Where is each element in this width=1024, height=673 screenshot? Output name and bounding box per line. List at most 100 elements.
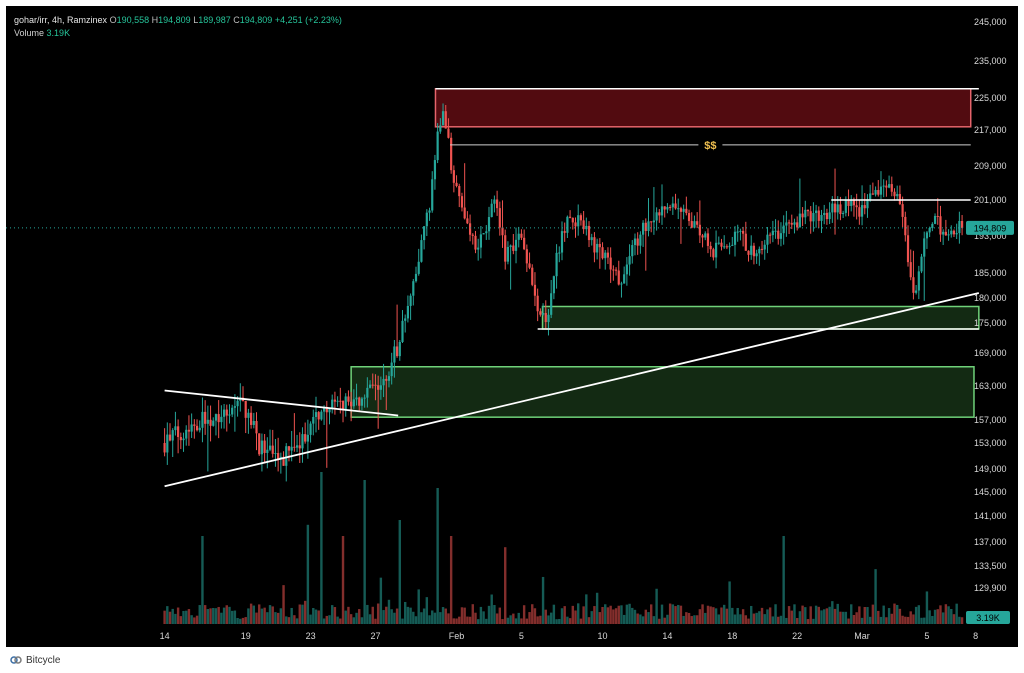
candle-up <box>414 273 418 282</box>
volume-bar <box>714 608 718 624</box>
candle-up <box>547 314 550 323</box>
candle-down <box>574 222 577 227</box>
volume-bar <box>771 616 775 624</box>
volume-bar <box>747 618 750 624</box>
candle-up <box>739 230 742 232</box>
volume-bar <box>298 604 301 624</box>
volume-bar <box>671 604 675 624</box>
volume-bar <box>471 604 474 624</box>
volume-bar <box>933 609 937 624</box>
volume-bar <box>887 608 891 624</box>
price-tick-label: 180,000 <box>974 293 1007 303</box>
volume-bar <box>363 480 366 624</box>
candle-up <box>942 231 945 235</box>
candle-down <box>377 385 380 390</box>
volume-bar <box>774 604 777 624</box>
candle-down <box>466 218 469 224</box>
time-tick-label: 5 <box>924 631 929 641</box>
volume-bar <box>539 615 542 624</box>
volume-bar <box>179 616 183 624</box>
volume-bar <box>493 605 496 624</box>
candle-up <box>882 185 885 187</box>
candle-down <box>447 128 450 138</box>
candle-up <box>755 253 758 257</box>
volume-bar <box>541 576 545 624</box>
volume-bar <box>595 592 599 624</box>
liquidity-label: $$ <box>704 140 716 152</box>
candle-down <box>504 235 507 262</box>
volume-bar <box>514 618 518 624</box>
chart-legend: gohar/irr, 4h, Ramzinex O190,558 H194,80… <box>14 14 342 40</box>
candle-down <box>644 222 647 231</box>
volume-bar <box>230 610 234 624</box>
candle-up <box>417 261 420 274</box>
volume-bar <box>274 612 277 624</box>
candle-up <box>915 290 918 293</box>
volume-bar <box>917 605 921 624</box>
candle-up <box>733 231 737 245</box>
volume-bar <box>863 607 866 624</box>
volume-bar <box>336 616 339 624</box>
volume-bar <box>331 605 334 624</box>
candle-up <box>931 223 934 229</box>
candle-down <box>796 222 799 228</box>
volume-bar <box>904 616 907 624</box>
candle-down <box>609 257 612 270</box>
volume-bar <box>260 608 264 624</box>
candle-down <box>790 222 793 225</box>
candle-up <box>236 400 239 407</box>
candle-down <box>255 421 258 434</box>
candle-up <box>620 283 623 285</box>
price-tick-label: 145,000 <box>974 487 1007 497</box>
candle-up <box>387 376 391 381</box>
candle-down <box>563 231 566 233</box>
candle-up <box>652 220 656 223</box>
price-chart[interactable]: $$ 245,000 235,000 225,000 217,000 209,000 20… <box>6 6 1018 647</box>
volume-bar <box>871 604 875 624</box>
candle-down <box>912 277 915 293</box>
volume-bar <box>658 618 661 624</box>
candle-up <box>550 293 553 315</box>
volume-bar <box>798 611 802 624</box>
candle-up <box>222 409 226 417</box>
volume-bar <box>790 610 793 624</box>
candle-up <box>693 221 696 228</box>
volume-bar <box>877 610 880 624</box>
volume-bar <box>758 611 761 624</box>
volume-bar <box>841 611 845 624</box>
volume-bar <box>528 612 531 624</box>
candle-down <box>901 204 904 217</box>
candle-down <box>520 233 523 238</box>
candle-up <box>401 320 404 342</box>
volume-tag <box>966 611 1010 624</box>
volume-bar <box>890 613 893 624</box>
candle-down <box>536 295 539 312</box>
time-tick-label: 14 <box>160 631 170 641</box>
candle-down <box>333 399 337 402</box>
candle-up <box>655 212 658 221</box>
candle-up <box>641 222 645 235</box>
candle-down <box>706 233 710 246</box>
candle-down <box>858 207 861 217</box>
volume-bar <box>268 605 272 624</box>
candle-up <box>295 445 299 448</box>
current-price-tag <box>966 220 1014 235</box>
volume-bar <box>501 619 504 624</box>
volume-bar <box>485 618 488 624</box>
volume-bar <box>182 610 185 624</box>
volume-bar <box>825 608 829 624</box>
candle-down <box>471 234 474 236</box>
volume-bar <box>285 616 288 624</box>
price-tick-label: 225,000 <box>974 93 1007 103</box>
candle-up <box>220 416 223 423</box>
candle-down <box>350 401 353 407</box>
candle-down <box>752 245 756 257</box>
candle-up <box>439 125 442 132</box>
volume-bar <box>533 608 537 624</box>
chart-frame[interactable]: $$ 245,000 235,000 225,000 217,000 209,000 20… <box>6 6 1018 647</box>
volume-bar <box>828 606 831 624</box>
time-tick-label: 18 <box>727 631 737 641</box>
candle-down <box>825 212 829 220</box>
volume-bar <box>536 616 539 624</box>
candle-up <box>390 362 393 377</box>
